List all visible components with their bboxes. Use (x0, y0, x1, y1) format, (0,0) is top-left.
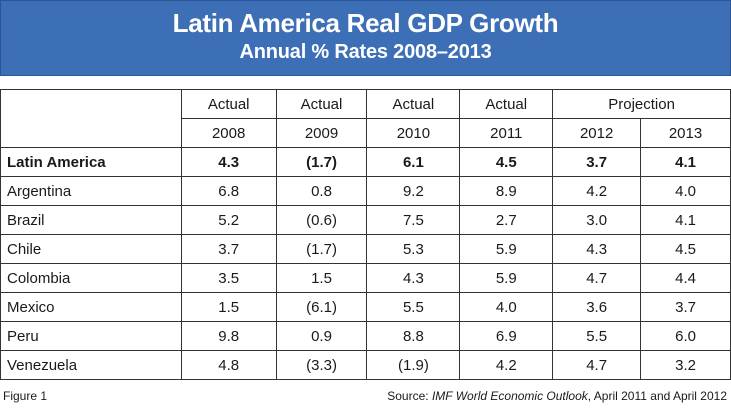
chart-subtitle: Annual % Rates 2008–2013 (239, 41, 492, 63)
header-year: 2012 (552, 118, 642, 148)
data-cell: 3.7 (180, 234, 277, 264)
data-cell: 3.2 (640, 350, 731, 380)
data-cell: 5.2 (180, 205, 277, 235)
header-corner (0, 89, 182, 148)
data-cell: 4.2 (459, 350, 554, 380)
data-cell: 4.3 (552, 234, 642, 264)
data-cell: 5.9 (459, 263, 554, 293)
table-row: Argentina 6.8 0.8 9.2 8.9 4.2 4.0 (0, 176, 731, 206)
table-row: Mexico 1.5 (6.1) 5.5 4.0 3.6 3.7 (0, 292, 731, 322)
table-row: Brazil 5.2 (0.6) 7.5 2.7 3.0 4.1 (0, 205, 731, 235)
data-cell: 0.9 (275, 321, 368, 351)
data-cell: (0.6) (275, 205, 368, 235)
data-cell: 5.5 (552, 321, 642, 351)
data-cell: 6.8 (180, 176, 277, 206)
data-cell: 3.0 (552, 205, 642, 235)
data-cell: 1.5 (180, 292, 277, 322)
row-label: Brazil (0, 205, 182, 235)
header-year: 2008 (180, 118, 277, 148)
row-label: Peru (0, 321, 182, 351)
table-row: Latin America 4.3 (1.7) 6.1 4.5 3.7 4.1 (0, 147, 731, 177)
data-cell: 9.8 (180, 321, 277, 351)
title-banner: Latin America Real GDP Growth Annual % R… (0, 0, 731, 76)
source-prefix: Source: (387, 389, 432, 403)
row-label: Colombia (0, 263, 182, 293)
data-cell: 4.0 (640, 176, 731, 206)
table-row: Venezuela 4.8 (3.3) (1.9) 4.2 4.7 3.2 (0, 350, 731, 380)
source-dates: , April 2011 and April 2012 (587, 389, 727, 403)
table-row: Peru 9.8 0.9 8.8 6.9 5.5 6.0 (0, 321, 731, 351)
data-cell: 4.0 (459, 292, 554, 322)
data-cell: 8.8 (366, 321, 461, 351)
data-cell: 3.6 (552, 292, 642, 322)
data-cell: (1.9) (366, 350, 461, 380)
source-publication: IMF World Economic Outlook (431, 389, 588, 403)
header-group-actual-2008: Actual (180, 89, 277, 119)
chart-title: Latin America Real GDP Growth (172, 8, 559, 38)
data-cell: 4.1 (640, 147, 731, 177)
header-group-projection: Projection (552, 89, 731, 119)
data-cell: 9.2 (366, 176, 461, 206)
row-label: Chile (0, 234, 182, 264)
header-group-actual-2011: Actual (459, 89, 554, 119)
data-cell: 3.7 (640, 292, 731, 322)
row-label: Venezuela (0, 350, 182, 380)
header-year: 2011 (459, 118, 554, 148)
data-cell: 2.7 (459, 205, 554, 235)
data-cell: 6.0 (640, 321, 731, 351)
data-cell: 1.5 (275, 263, 368, 293)
header-year: 2009 (275, 118, 368, 148)
data-cell: 5.9 (459, 234, 554, 264)
gdp-table: Actual Actual Actual Actual Projection 2… (0, 89, 731, 380)
data-cell: (1.7) (275, 147, 368, 177)
data-cell: (6.1) (275, 292, 368, 322)
data-cell: 6.1 (366, 147, 461, 177)
data-cell: 4.5 (640, 234, 731, 264)
data-cell: 3.5 (180, 263, 277, 293)
header-group-row: Actual Actual Actual Actual Projection (0, 89, 731, 148)
table-row: Chile 3.7 (1.7) 5.3 5.9 4.3 4.5 (0, 234, 731, 264)
data-cell: 4.7 (552, 350, 642, 380)
data-cell: 4.4 (640, 263, 731, 293)
source-note: Source: IMF World Economic Outlook, Apri… (387, 389, 727, 403)
header-year: 2013 (640, 118, 731, 148)
data-cell: 4.2 (552, 176, 642, 206)
header-year-row: 2008 2009 2010 2011 2012 2013 (1, 118, 731, 148)
data-cell: 5.5 (366, 292, 461, 322)
data-cell: 4.3 (366, 263, 461, 293)
row-label: Latin America (0, 147, 182, 177)
data-cell: 7.5 (366, 205, 461, 235)
data-cell: (1.7) (275, 234, 368, 264)
data-cell: 4.1 (640, 205, 731, 235)
header-group-actual-2010: Actual (366, 89, 461, 119)
header-year: 2010 (366, 118, 461, 148)
data-cell: 6.9 (459, 321, 554, 351)
row-label: Mexico (0, 292, 182, 322)
table-row: Colombia 3.5 1.5 4.3 5.9 4.7 4.4 (0, 263, 731, 293)
data-cell: 4.3 (180, 147, 277, 177)
figure-label: Figure 1 (3, 389, 48, 403)
row-label: Argentina (0, 176, 182, 206)
data-cell: 4.8 (180, 350, 277, 380)
data-cell: (3.3) (275, 350, 368, 380)
data-cell: 3.7 (552, 147, 642, 177)
data-cell: 4.7 (552, 263, 642, 293)
header-group-actual-2009: Actual (275, 89, 368, 119)
data-cell: 4.5 (459, 147, 554, 177)
data-cell: 8.9 (459, 176, 554, 206)
data-cell: 5.3 (366, 234, 461, 264)
data-cell: 0.8 (275, 176, 368, 206)
table-body: Latin America 4.3 (1.7) 6.1 4.5 3.7 4.1 Argenti… (0, 147, 731, 380)
